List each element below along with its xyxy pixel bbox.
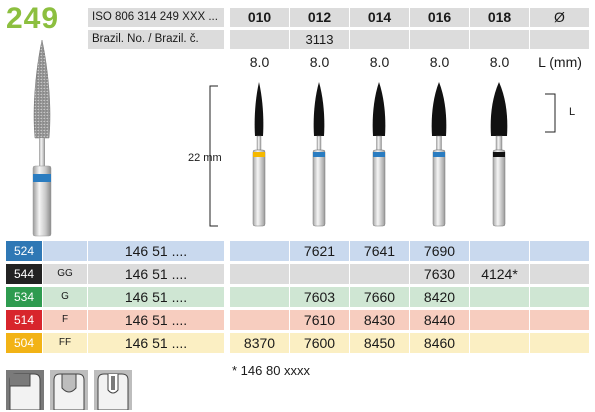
application-icons <box>6 370 132 410</box>
order-cell: 7641 <box>350 241 409 261</box>
bur-drawing-014 <box>372 82 386 227</box>
order-cell: 7600 <box>290 333 349 353</box>
order-cell <box>470 241 529 261</box>
tooth-cavity-icon <box>50 370 88 410</box>
head-length-label: L <box>569 106 576 118</box>
grade-badge: 544 <box>6 264 42 284</box>
order-cell <box>530 241 589 261</box>
order-cell <box>230 241 289 261</box>
grade-badge: 534 <box>6 287 42 307</box>
length-value: 8.0 <box>429 54 450 70</box>
size-016: 016 <box>410 8 469 27</box>
order-cell <box>530 264 589 284</box>
order-cell: 8440 <box>410 310 469 330</box>
article-number: 146 51 .... <box>88 287 224 307</box>
brazil-cell <box>470 30 529 49</box>
order-cell: 7630 <box>410 264 469 284</box>
table-row: 504 FF 146 51 .... 8370 7600 8450 8460 <box>0 333 595 353</box>
brazil-cell-empty <box>530 30 589 49</box>
order-cell: 7621 <box>290 241 349 261</box>
iso-label: ISO 806 314 249 XXX ... <box>88 8 224 27</box>
length-unit-label: L (mm) <box>538 54 582 70</box>
length-value: 8.0 <box>489 54 510 70</box>
length-value: 8.0 <box>309 54 330 70</box>
table-row: 524 146 51 .... 7621 7641 7690 <box>0 241 595 261</box>
brazil-cell <box>350 30 409 49</box>
order-cell <box>230 310 289 330</box>
order-cell: 7603 <box>290 287 349 307</box>
bur-drawing-010 <box>252 82 266 227</box>
iso-header-row: ISO 806 314 249 XXX ... 010 012 014 016 … <box>88 8 595 27</box>
article-number: 146 51 .... <box>88 333 224 353</box>
order-cell: 7610 <box>290 310 349 330</box>
brazil-cell <box>410 30 469 49</box>
order-cell: 4124* <box>470 264 529 284</box>
bur-drawing-018 <box>490 82 508 227</box>
size-010: 010 <box>230 8 289 27</box>
tooth-cavity-icon <box>94 370 132 410</box>
order-cell <box>530 310 589 330</box>
order-cell: 8430 <box>350 310 409 330</box>
grit-code: G <box>43 287 87 307</box>
grit-code: GG <box>43 264 87 284</box>
bur-drawings <box>252 82 508 227</box>
product-number: 249 <box>6 2 60 35</box>
order-cell <box>470 310 529 330</box>
order-cell <box>230 287 289 307</box>
order-cell <box>470 287 529 307</box>
order-cell: 8460 <box>410 333 469 353</box>
diameter-header: Ø <box>530 8 589 27</box>
bur-drawing-012 <box>312 82 326 227</box>
grade-badge: 504 <box>6 333 42 353</box>
order-cell: 7660 <box>350 287 409 307</box>
grade-badge: 514 <box>6 310 42 330</box>
article-number: 146 51 .... <box>88 310 224 330</box>
total-length-label: 22 mm <box>188 152 222 164</box>
grit-code <box>43 241 87 261</box>
order-cell <box>470 333 529 353</box>
table-row: 514 F 146 51 .... 7610 8430 8440 <box>0 310 595 330</box>
bur-photo <box>32 39 52 237</box>
article-number: 146 51 .... <box>88 264 224 284</box>
length-value: 8.0 <box>249 54 270 70</box>
size-012: 012 <box>290 8 349 27</box>
length-value: 8.0 <box>369 54 390 70</box>
footnote: * 146 80 xxxx <box>232 363 311 378</box>
grit-code: F <box>43 310 87 330</box>
order-cell <box>530 333 589 353</box>
order-cell <box>530 287 589 307</box>
brazil-cell <box>230 30 289 49</box>
order-cell <box>230 264 289 284</box>
grit-code: FF <box>43 333 87 353</box>
order-cell: 8450 <box>350 333 409 353</box>
dimension-lines <box>209 85 556 227</box>
table-row: 544 GG 146 51 .... 7630 4124* <box>0 264 595 284</box>
brazil-header-row: Brazil. No. / Brazil. č. 3113 <box>88 30 595 49</box>
order-cell: 7690 <box>410 241 469 261</box>
order-cell <box>350 264 409 284</box>
order-cell <box>290 264 349 284</box>
article-number: 146 51 .... <box>88 241 224 261</box>
grade-badge: 524 <box>6 241 42 261</box>
table-row: 534 G 146 51 .... 7603 7660 8420 <box>0 287 595 307</box>
tooth-cavity-icon <box>6 370 44 410</box>
order-cell: 8370 <box>230 333 289 353</box>
bur-drawing-016 <box>431 82 447 227</box>
size-018: 018 <box>470 8 529 27</box>
order-cell: 8420 <box>410 287 469 307</box>
size-014: 014 <box>350 8 409 27</box>
brazil-label: Brazil. No. / Brazil. č. <box>88 30 224 49</box>
brazil-cell: 3113 <box>290 30 349 49</box>
